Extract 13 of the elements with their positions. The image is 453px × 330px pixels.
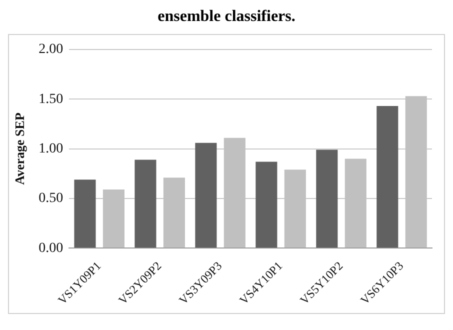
chart-title: ensemble classifiers. [156,8,296,27]
bar [376,106,398,248]
bar [195,142,217,248]
y-tick-label: 1.00 [38,141,64,156]
bar [256,162,278,248]
y-tick-label: 0.00 [38,240,64,256]
y-tick-label: 0.50 [38,191,64,206]
bar [74,180,96,248]
bar [134,160,156,248]
y-tick-label: 2.00 [38,42,64,58]
y-tick-label: 1.50 [38,92,64,107]
bar [316,150,338,248]
y-axis-title: Average SEP [12,112,28,185]
